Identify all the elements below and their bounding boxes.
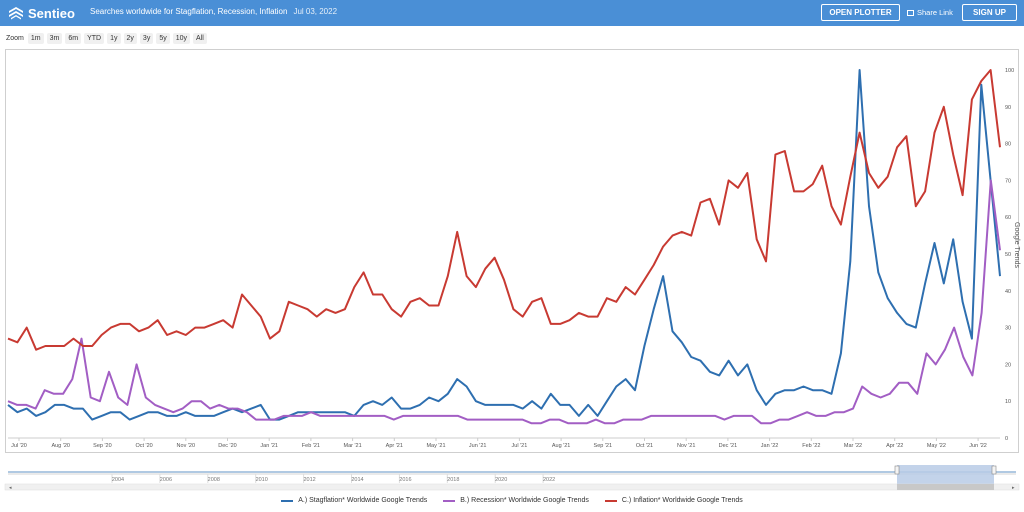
x-tick-label: Jul '21 xyxy=(512,443,528,449)
legend-label-inflation: C.) Inflation* Worldwide Google Trends xyxy=(621,497,743,504)
x-tick-label: Jun '22 xyxy=(969,443,987,449)
navigator-year-label: 2010 xyxy=(256,477,268,483)
y-tick-label: 100 xyxy=(1005,68,1014,74)
y-tick-label: 20 xyxy=(1005,362,1011,368)
x-tick-label: Dec '21 xyxy=(719,443,737,449)
chart-title-text: Searches worldwide for Stagflation, Rece… xyxy=(90,7,288,16)
top-bar: Sentieo Searches worldwide for Stagflati… xyxy=(0,0,1024,26)
legend-label-recession: B.) Recession* Worldwide Google Trends xyxy=(460,497,589,504)
sentieo-logo-icon xyxy=(9,7,23,20)
range-navigator[interactable]: ◂ ▸ 2004 2006 2008 2010 2012 2014 2016 2018 2020… xyxy=(0,455,1024,495)
sign-up-button[interactable]: SIGN UP xyxy=(962,4,1017,21)
x-tick-label: Feb '22 xyxy=(802,443,820,449)
x-tick-label: Jul '20 xyxy=(11,443,27,449)
y-tick-label: 80 xyxy=(1005,142,1011,148)
zoom-1m-button[interactable]: 1m xyxy=(27,33,44,44)
y-tick-label: 40 xyxy=(1005,289,1011,295)
y-tick-label: 30 xyxy=(1005,326,1011,332)
legend-item-stagflation[interactable]: A.) Stagflation* Worldwide Google Trends xyxy=(281,497,427,504)
open-plotter-button[interactable]: OPEN PLOTTER xyxy=(821,4,900,21)
series-line-recession[interactable] xyxy=(7,179,1001,425)
x-tick-label: Aug '20 xyxy=(51,443,69,449)
zoom-2y-button[interactable]: 2y xyxy=(123,33,137,44)
x-tick-label: Mar '22 xyxy=(844,443,862,449)
x-tick-label: May '21 xyxy=(426,443,445,449)
x-tick-label: Oct '21 xyxy=(636,443,653,449)
x-tick-label: Aug '21 xyxy=(552,443,570,449)
zoom-1y-button[interactable]: 1y xyxy=(107,33,121,44)
navigator-scrollbar-thumb[interactable] xyxy=(897,484,994,490)
x-tick-label: Nov '21 xyxy=(677,443,695,449)
scroll-left-arrow-icon[interactable]: ◂ xyxy=(9,485,12,491)
y-axis-label: Google Trends xyxy=(1013,222,1020,268)
navigator-year-label: 2006 xyxy=(160,477,172,483)
chart-title: Searches worldwide for Stagflation, Rece… xyxy=(90,7,337,16)
x-tick-label: Oct '20 xyxy=(135,443,152,449)
legend-label-stagflation: A.) Stagflation* Worldwide Google Trends xyxy=(298,497,428,504)
legend-swatch-inflation xyxy=(604,499,617,502)
y-tick-label: 50 xyxy=(1005,252,1011,258)
chart-frame xyxy=(5,49,1019,453)
legend-swatch-stagflation xyxy=(281,499,294,502)
zoom-3y-button[interactable]: 3y xyxy=(139,33,154,44)
legend-item-recession[interactable]: B.) Recession* Worldwide Google Trends xyxy=(443,497,589,504)
share-icon xyxy=(907,9,914,16)
x-tick-label: Jun '21 xyxy=(469,443,487,449)
navigator-scrollbar[interactable] xyxy=(4,483,1020,491)
zoom-ytd-button[interactable]: YTD xyxy=(84,33,105,44)
series-line-stagflation[interactable] xyxy=(7,69,1001,421)
x-tick-label: Jan '22 xyxy=(761,443,779,449)
navigator-year-label: 2020 xyxy=(495,477,507,483)
x-tick-label: Apr '22 xyxy=(886,443,903,449)
share-link-label: Share Link xyxy=(917,8,953,17)
series-line-inflation[interactable] xyxy=(7,69,1001,351)
x-tick-label: Jan '21 xyxy=(260,443,278,449)
navigator-right-handle[interactable] xyxy=(991,465,997,475)
x-tick-label: Mar '21 xyxy=(344,443,362,449)
x-tick-label: Dec '20 xyxy=(218,443,236,449)
navigator-year-label: 2014 xyxy=(351,477,363,483)
legend-item-inflation[interactable]: C.) Inflation* Worldwide Google Trends xyxy=(604,497,743,504)
y-tick-label: 90 xyxy=(1005,105,1011,111)
zoom-10y-button[interactable]: 10y xyxy=(172,33,191,44)
x-tick-label: May '22 xyxy=(927,443,946,449)
navigator-year-label: 2018 xyxy=(447,477,459,483)
brand-name: Sentieo xyxy=(28,5,75,21)
zoom-6m-button[interactable]: 6m xyxy=(65,33,82,44)
x-tick-label: Apr '21 xyxy=(386,443,403,449)
x-tick-label: Sep '20 xyxy=(93,443,111,449)
chart-date: Jul 03, 2022 xyxy=(293,7,338,16)
chart-legend: A.) Stagflation* Worldwide Google Trends… xyxy=(0,497,1024,504)
navigator-year-label: 2022 xyxy=(543,477,555,483)
navigator-left-handle[interactable] xyxy=(894,465,900,475)
x-tick-label: Nov '20 xyxy=(177,443,195,449)
zoom-3m-button[interactable]: 3m xyxy=(46,33,63,44)
y-tick-label: 60 xyxy=(1005,215,1011,221)
share-link[interactable]: Share Link xyxy=(907,8,953,17)
zoom-all-button[interactable]: All xyxy=(193,33,207,44)
zoom-label: Zoom xyxy=(6,35,24,42)
y-tick-label: 0 xyxy=(1005,436,1008,442)
legend-swatch-recession xyxy=(443,499,456,502)
zoom-bar: Zoom 1m 3m 6m YTD 1y 2y 3y 5y 10y All xyxy=(6,33,210,44)
zoom-5y-button[interactable]: 5y xyxy=(156,33,170,44)
x-tick-label: Sep '21 xyxy=(594,443,612,449)
scroll-right-arrow-icon[interactable]: ▸ xyxy=(1012,485,1015,491)
x-tick-label: Feb '21 xyxy=(302,443,320,449)
brand-logo[interactable]: Sentieo xyxy=(8,4,75,22)
y-tick-label: 70 xyxy=(1005,178,1011,184)
y-tick-label: 10 xyxy=(1005,399,1011,405)
navigator-year-label: 2004 xyxy=(112,477,124,483)
navigator-year-label: 2012 xyxy=(303,477,315,483)
navigator-year-label: 2016 xyxy=(399,477,411,483)
navigator-year-label: 2008 xyxy=(208,477,220,483)
